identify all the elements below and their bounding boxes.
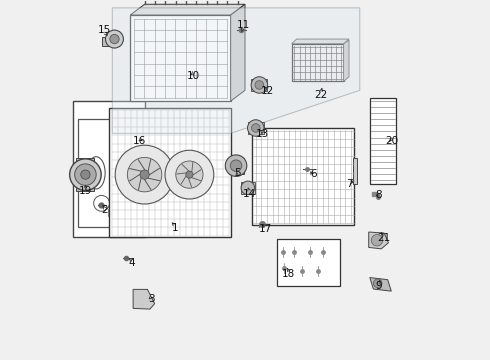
- Polygon shape: [370, 278, 392, 291]
- Bar: [108, 213, 125, 216]
- Text: 1: 1: [172, 224, 178, 233]
- Polygon shape: [368, 232, 389, 249]
- Circle shape: [251, 77, 268, 93]
- Text: 9: 9: [375, 281, 382, 291]
- Text: 3: 3: [148, 294, 155, 304]
- Text: 19: 19: [79, 186, 92, 197]
- Circle shape: [255, 81, 264, 89]
- Circle shape: [70, 159, 101, 190]
- Text: 6: 6: [310, 168, 317, 179]
- Text: 15: 15: [98, 25, 111, 35]
- Bar: [276, 239, 341, 286]
- Polygon shape: [343, 40, 349, 81]
- Bar: [73, 101, 145, 237]
- Bar: [353, 158, 357, 184]
- Bar: [78, 119, 136, 226]
- Text: 7: 7: [345, 179, 352, 189]
- Circle shape: [371, 234, 383, 246]
- Circle shape: [74, 164, 96, 185]
- Circle shape: [373, 279, 382, 288]
- Text: 11: 11: [237, 20, 250, 30]
- Circle shape: [251, 124, 260, 132]
- Text: 14: 14: [243, 189, 256, 199]
- Bar: [370, 98, 395, 184]
- Circle shape: [186, 171, 193, 178]
- Circle shape: [165, 150, 214, 199]
- Text: 12: 12: [261, 86, 274, 96]
- Circle shape: [127, 157, 162, 192]
- Circle shape: [176, 161, 203, 188]
- Bar: [229, 158, 244, 174]
- Circle shape: [81, 170, 90, 179]
- Text: 21: 21: [377, 233, 391, 243]
- Text: 13: 13: [256, 129, 269, 139]
- Text: 5: 5: [234, 168, 241, 178]
- Polygon shape: [292, 39, 349, 44]
- Bar: [109, 108, 231, 237]
- Circle shape: [115, 145, 174, 204]
- Polygon shape: [130, 4, 245, 15]
- Circle shape: [241, 181, 255, 195]
- Circle shape: [230, 160, 242, 171]
- Polygon shape: [112, 8, 360, 134]
- Bar: [101, 37, 109, 45]
- Bar: [76, 158, 95, 192]
- Text: 10: 10: [186, 71, 199, 81]
- Text: 4: 4: [129, 258, 135, 268]
- Text: 20: 20: [385, 136, 398, 146]
- Text: 16: 16: [133, 136, 146, 146]
- Bar: [248, 122, 264, 134]
- Circle shape: [105, 30, 123, 48]
- Circle shape: [110, 35, 119, 44]
- Polygon shape: [130, 15, 231, 101]
- Bar: [252, 128, 354, 225]
- Text: 22: 22: [315, 90, 328, 100]
- Circle shape: [247, 120, 264, 136]
- Circle shape: [225, 155, 247, 176]
- Text: 8: 8: [375, 190, 382, 200]
- Bar: [292, 44, 343, 81]
- Bar: [108, 210, 125, 212]
- Text: 17: 17: [259, 225, 272, 234]
- Polygon shape: [231, 4, 245, 101]
- Bar: [251, 78, 267, 91]
- Bar: [242, 182, 255, 194]
- Text: 2: 2: [101, 206, 108, 216]
- Polygon shape: [133, 289, 155, 309]
- Text: 18: 18: [282, 269, 295, 279]
- Circle shape: [140, 170, 149, 179]
